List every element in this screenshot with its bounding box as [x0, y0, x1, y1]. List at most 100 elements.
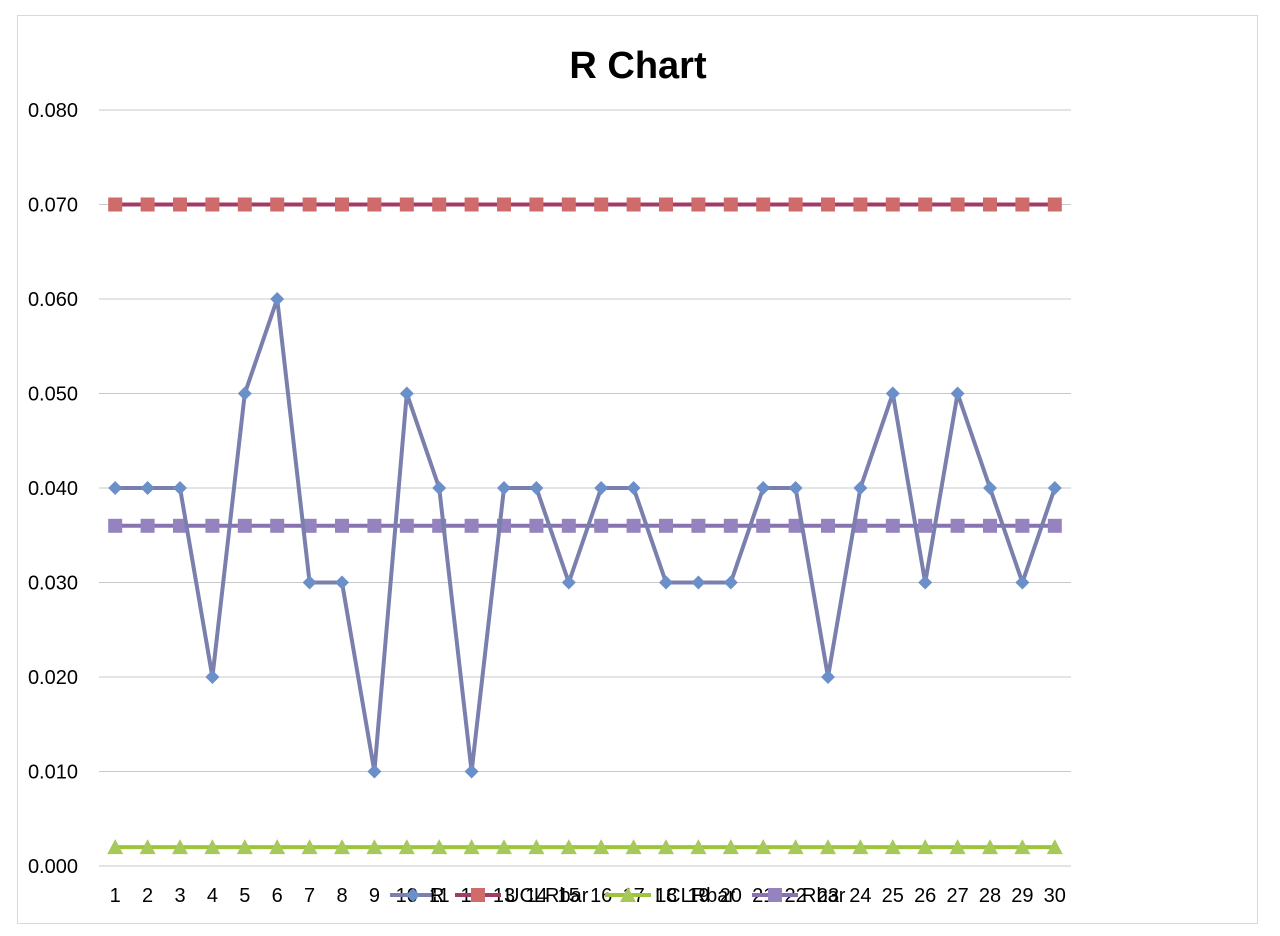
x-axis-ticks: 1234567891011121314151617181920212223242… [110, 885, 1066, 907]
data-point [1047, 197, 1062, 212]
data-point [885, 386, 900, 401]
data-point [950, 386, 965, 401]
data-point [756, 197, 771, 212]
y-tick-label: 0.030 [28, 573, 78, 595]
y-tick-label: 0.060 [28, 289, 78, 311]
x-tick-label: 29 [1011, 885, 1033, 907]
data-point [398, 839, 415, 855]
data-point [140, 518, 155, 533]
series-Rbar [108, 518, 1062, 533]
data-point [658, 839, 674, 855]
data-point [884, 839, 901, 855]
data-point [302, 575, 317, 590]
data-point [821, 197, 835, 212]
data-point [464, 764, 479, 779]
chart-frame [17, 15, 1258, 924]
data-point [302, 518, 317, 533]
data-point [1047, 518, 1062, 533]
x-tick-label: 11 [429, 885, 450, 907]
data-point [659, 518, 673, 533]
data-point [140, 481, 155, 495]
x-tick-label: 13 [493, 885, 515, 907]
x-tick-label: 3 [174, 885, 185, 907]
chart-title: R Chart [569, 45, 707, 87]
data-point [399, 518, 414, 533]
data-point [204, 839, 221, 855]
x-tick-label: 15 [558, 885, 580, 907]
data-point [723, 197, 738, 212]
data-point [528, 839, 545, 855]
data-point [335, 197, 349, 212]
data-point [659, 575, 673, 590]
data-point [659, 197, 673, 212]
data-point [108, 197, 123, 212]
x-tick-label: 5 [239, 885, 250, 907]
legend-label: R [430, 885, 444, 907]
x-tick-label: 18 [655, 885, 677, 907]
y-tick-label: 0.070 [28, 195, 78, 217]
data-point [690, 839, 707, 855]
data-point [561, 197, 576, 212]
data-point [301, 839, 318, 855]
legend-item-LCLRbar: LCLRbar [605, 885, 735, 907]
legend-marker [768, 888, 782, 902]
data-point [594, 481, 609, 495]
series-layer [107, 197, 1063, 855]
data-point [723, 518, 738, 533]
legend-label: LCLRbar [655, 885, 735, 907]
data-point [756, 481, 771, 495]
y-tick-label: 0.080 [28, 100, 78, 122]
legend-label: UCLRbar [505, 885, 589, 907]
data-point [107, 839, 124, 855]
data-point [1015, 197, 1030, 212]
data-point [173, 197, 187, 212]
data-point [788, 197, 803, 212]
data-point [723, 575, 738, 590]
x-tick-label: 2 [142, 885, 153, 907]
data-point [270, 197, 285, 212]
data-point [917, 839, 934, 855]
data-point [983, 197, 997, 212]
data-point [399, 386, 414, 401]
data-point [237, 518, 252, 533]
x-tick-label: 20 [720, 885, 742, 907]
data-point [983, 518, 997, 533]
data-point [788, 481, 803, 495]
x-tick-label: 4 [207, 885, 218, 907]
y-tick-label: 0.050 [28, 384, 78, 406]
data-point [334, 839, 350, 855]
x-tick-label: 25 [882, 885, 904, 907]
data-point [529, 197, 544, 212]
data-point [367, 764, 382, 779]
x-tick-label: 19 [687, 885, 709, 907]
data-point [560, 839, 577, 855]
x-tick-label: 9 [369, 885, 380, 907]
legend-marker [620, 887, 636, 902]
x-tick-label: 24 [849, 885, 871, 907]
data-point [788, 518, 803, 533]
data-point [594, 197, 609, 212]
data-point [625, 839, 642, 855]
data-point [463, 839, 480, 855]
x-tick-label: 30 [1044, 885, 1066, 907]
data-point [464, 518, 479, 533]
x-tick-label: 27 [946, 885, 968, 907]
legend-marker [406, 888, 420, 902]
data-point [529, 481, 544, 495]
data-point [173, 518, 187, 533]
x-tick-label: 26 [914, 885, 936, 907]
legend-item-R: R [390, 885, 444, 907]
data-point [885, 197, 900, 212]
data-point [497, 481, 511, 495]
legend: R UCLRbar LCLRbar Rbar [390, 885, 846, 907]
data-point [691, 518, 706, 533]
x-tick-label: 7 [304, 885, 315, 907]
data-point [691, 575, 706, 590]
data-point [594, 518, 609, 533]
data-point [139, 839, 156, 855]
y-tick-label: 0.040 [28, 478, 78, 500]
data-point [172, 839, 188, 855]
data-point [691, 197, 706, 212]
data-point [561, 575, 576, 590]
data-point [270, 518, 285, 533]
